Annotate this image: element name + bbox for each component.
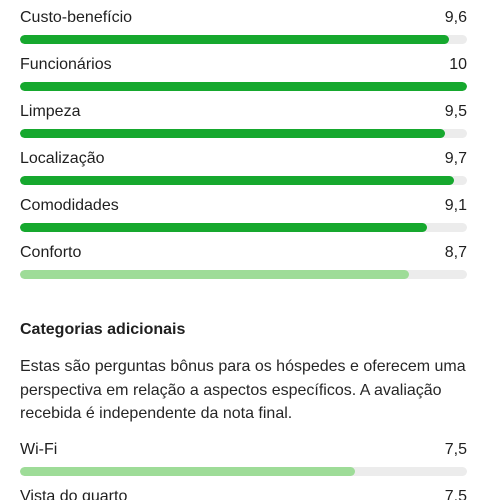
rating-label: Comodidades [20, 197, 119, 214]
rating-bar-fill [20, 82, 467, 91]
rating-bar-fill [20, 223, 427, 232]
rating-score: 10 [449, 56, 467, 73]
rating-row-funcionarios: Funcionários 10 [20, 55, 467, 91]
rating-label: Localização [20, 150, 105, 167]
rating-score: 8,7 [444, 244, 467, 261]
rating-bar-fill [20, 176, 454, 185]
rating-bar-track [20, 176, 467, 185]
rating-row-localizacao: Localização 9,7 [20, 149, 467, 185]
rating-score: 9,6 [444, 9, 467, 26]
rating-bar-track [20, 270, 467, 279]
rating-row-limpeza: Limpeza 9,5 [20, 102, 467, 138]
rating-label: Funcionários [20, 56, 112, 73]
rating-label: Vista do quarto [20, 488, 128, 500]
rating-score: 9,1 [444, 197, 467, 214]
rating-score: 7,5 [444, 441, 467, 458]
rating-bar-track [20, 82, 467, 91]
rating-bar-track [20, 467, 467, 476]
additional-categories-description: Estas são perguntas bônus para os hósped… [20, 358, 466, 422]
rating-bar-fill [20, 35, 450, 44]
additional-categories-title: Categorias adicionais [20, 321, 186, 338]
rating-bar-track [20, 223, 467, 232]
rating-row-vista-do-quarto: Vista do quarto 7,5 [20, 487, 467, 500]
rating-label: Limpeza [20, 103, 81, 120]
rating-label: Conforto [20, 244, 82, 261]
rating-row-wifi: Wi-Fi 7,5 [20, 440, 467, 476]
rating-row-conforto: Conforto 8,7 [20, 243, 467, 279]
rating-score: 9,5 [444, 103, 467, 120]
rating-bar-track [20, 129, 467, 138]
rating-score: 9,7 [444, 150, 467, 167]
rating-label: Wi-Fi [20, 441, 58, 458]
rating-bar-fill [20, 467, 356, 476]
rating-row-custo-beneficio: Custo-benefício 9,6 [20, 8, 467, 44]
rating-row-comodidades: Comodidades 9,1 [20, 196, 467, 232]
rating-bar-fill [20, 129, 445, 138]
rating-bar-fill [20, 270, 409, 279]
rating-bar-track [20, 35, 467, 44]
rating-score: 7,5 [444, 488, 467, 500]
rating-label: Custo-benefício [20, 9, 133, 26]
